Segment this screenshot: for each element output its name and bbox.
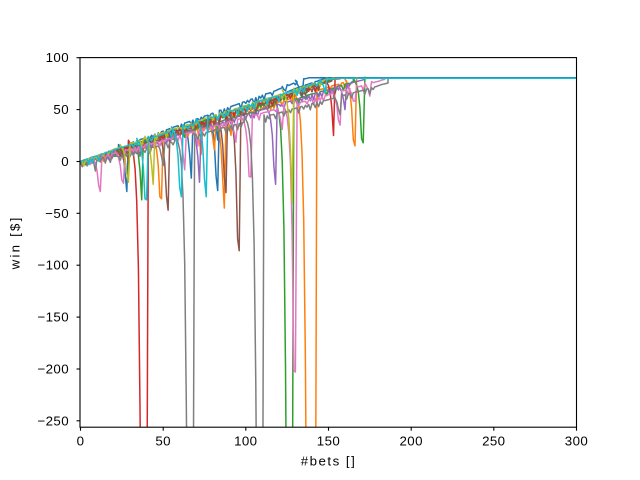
- svg-text:−100: −100: [37, 258, 69, 273]
- svg-text:#bets []: #bets []: [301, 454, 357, 469]
- svg-text:50: 50: [155, 434, 171, 449]
- svg-text:0: 0: [77, 434, 85, 449]
- svg-text:−250: −250: [37, 413, 69, 428]
- svg-text:300: 300: [565, 434, 588, 449]
- svg-text:0: 0: [61, 154, 69, 169]
- svg-text:−200: −200: [37, 362, 69, 377]
- svg-text:−150: −150: [37, 310, 69, 325]
- svg-text:200: 200: [400, 434, 423, 449]
- svg-text:100: 100: [46, 50, 69, 65]
- svg-text:250: 250: [482, 434, 505, 449]
- svg-text:50: 50: [53, 102, 69, 117]
- svg-text:win [$]: win [$]: [8, 215, 23, 270]
- svg-text:150: 150: [317, 434, 340, 449]
- svg-text:100: 100: [234, 434, 257, 449]
- svg-text:−50: −50: [45, 206, 69, 221]
